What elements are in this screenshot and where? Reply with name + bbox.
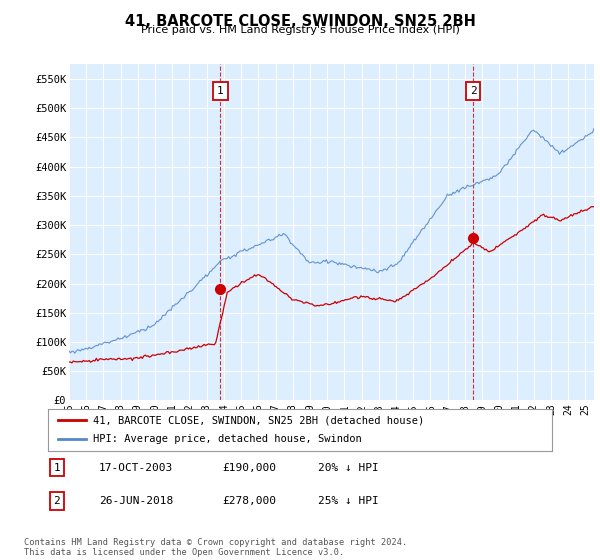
Text: 2: 2 [470, 86, 476, 96]
Text: 41, BARCOTE CLOSE, SWINDON, SN25 2BH: 41, BARCOTE CLOSE, SWINDON, SN25 2BH [125, 14, 475, 29]
Text: Contains HM Land Registry data © Crown copyright and database right 2024.
This d: Contains HM Land Registry data © Crown c… [24, 538, 407, 557]
Text: 17-OCT-2003: 17-OCT-2003 [99, 463, 173, 473]
Text: HPI: Average price, detached house, Swindon: HPI: Average price, detached house, Swin… [94, 435, 362, 445]
Text: Price paid vs. HM Land Registry's House Price Index (HPI): Price paid vs. HM Land Registry's House … [140, 25, 460, 35]
Text: 25% ↓ HPI: 25% ↓ HPI [318, 496, 379, 506]
Text: 1: 1 [217, 86, 224, 96]
Text: 20% ↓ HPI: 20% ↓ HPI [318, 463, 379, 473]
Text: 2: 2 [53, 496, 61, 506]
Text: £278,000: £278,000 [222, 496, 276, 506]
Text: 26-JUN-2018: 26-JUN-2018 [99, 496, 173, 506]
Text: £190,000: £190,000 [222, 463, 276, 473]
Text: 1: 1 [53, 463, 61, 473]
Text: 41, BARCOTE CLOSE, SWINDON, SN25 2BH (detached house): 41, BARCOTE CLOSE, SWINDON, SN25 2BH (de… [94, 415, 425, 425]
